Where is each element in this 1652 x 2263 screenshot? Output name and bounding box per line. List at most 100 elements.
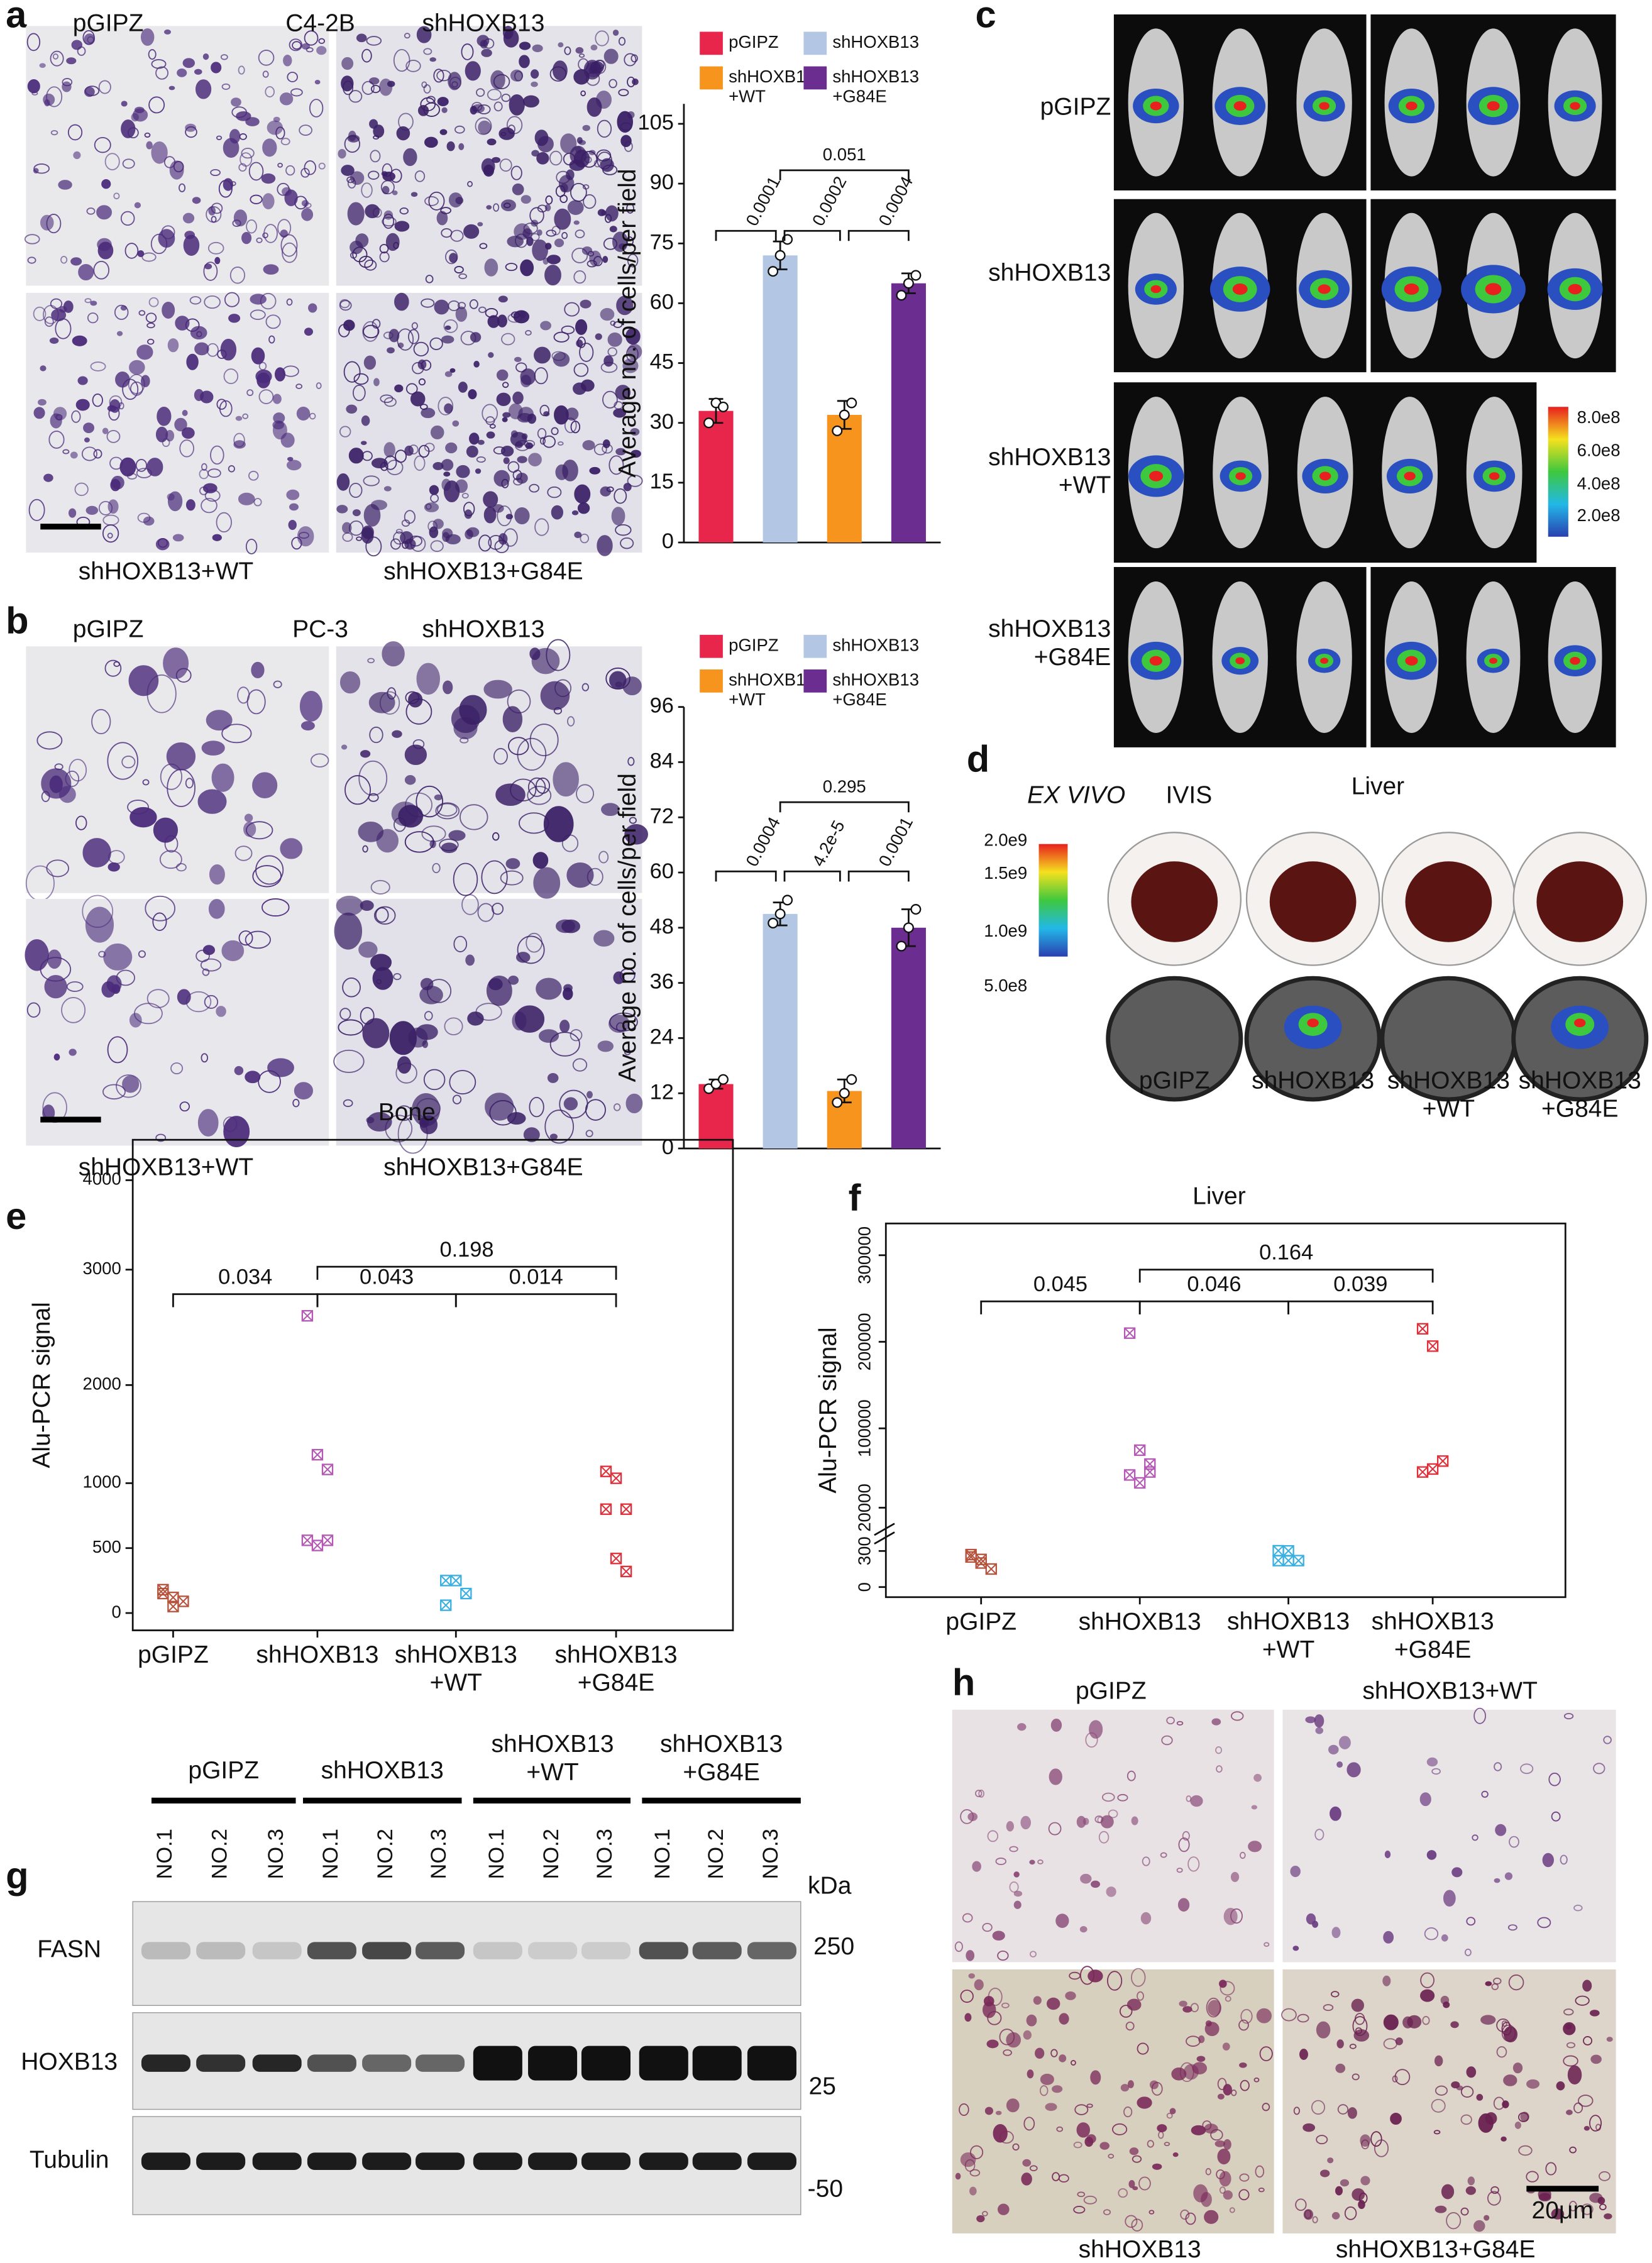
cell bbox=[414, 455, 426, 471]
cell bbox=[573, 363, 589, 377]
cell bbox=[211, 216, 217, 223]
data-point bbox=[703, 417, 715, 429]
cell bbox=[1434, 2085, 1448, 2096]
cell bbox=[537, 427, 547, 439]
cell bbox=[497, 505, 512, 527]
y-tick-label: 60 bbox=[650, 290, 674, 314]
cell bbox=[585, 1130, 593, 1138]
band bbox=[581, 2046, 631, 2081]
marker-box bbox=[1144, 1466, 1156, 1478]
cell bbox=[1292, 1946, 1299, 1951]
cell bbox=[152, 912, 167, 931]
mouse-image bbox=[1370, 14, 1616, 190]
band bbox=[639, 1942, 688, 1959]
cell bbox=[129, 807, 157, 828]
cell bbox=[201, 498, 218, 514]
band bbox=[307, 2054, 356, 2072]
y-tick-label: 72 bbox=[650, 804, 674, 828]
colorbar-label: 6.0e8 bbox=[1577, 441, 1621, 460]
data-point bbox=[782, 895, 793, 906]
marker-label: 25 bbox=[809, 2073, 836, 2100]
bracket bbox=[783, 870, 841, 882]
cell bbox=[382, 641, 405, 667]
cell bbox=[493, 203, 500, 212]
cell bbox=[166, 742, 196, 771]
marker-cross bbox=[167, 1600, 179, 1612]
cell bbox=[554, 238, 564, 248]
cell bbox=[204, 994, 219, 1009]
cell bbox=[519, 55, 530, 69]
cell bbox=[364, 259, 377, 271]
cell bbox=[65, 770, 80, 787]
cell bbox=[114, 304, 129, 320]
lane-label: NO.3 bbox=[264, 1829, 288, 1879]
cell bbox=[68, 508, 77, 518]
cell bbox=[551, 351, 566, 361]
cell bbox=[1190, 1795, 1203, 1807]
cell bbox=[209, 864, 225, 885]
cell bbox=[545, 195, 553, 205]
cell bbox=[454, 266, 464, 273]
band bbox=[362, 2054, 412, 2072]
cell bbox=[508, 976, 519, 985]
cell bbox=[1012, 2143, 1020, 2151]
liver bbox=[1536, 861, 1624, 942]
cell bbox=[1123, 2106, 1133, 2118]
cell bbox=[92, 394, 103, 407]
cell bbox=[613, 1103, 621, 1111]
cell bbox=[571, 510, 579, 515]
marker-cross bbox=[610, 1472, 622, 1484]
data-point bbox=[846, 397, 857, 409]
cell bbox=[1217, 2148, 1231, 2165]
cell bbox=[1079, 1926, 1088, 1933]
cell bbox=[200, 958, 222, 972]
signal-red bbox=[1233, 101, 1247, 111]
cell bbox=[434, 794, 443, 801]
cell bbox=[547, 1072, 559, 1083]
cell bbox=[508, 737, 529, 756]
cell bbox=[974, 1979, 984, 1991]
cell bbox=[459, 695, 487, 725]
cell bbox=[280, 234, 298, 257]
micrograph bbox=[26, 292, 329, 554]
data-point bbox=[832, 425, 843, 436]
cell bbox=[437, 803, 458, 817]
cell bbox=[562, 460, 578, 482]
cell bbox=[1426, 1757, 1438, 1767]
bar bbox=[763, 255, 798, 542]
cell bbox=[353, 384, 366, 402]
data-point bbox=[910, 904, 922, 915]
cell bbox=[212, 534, 222, 541]
cell bbox=[487, 138, 497, 146]
cell bbox=[1340, 2179, 1350, 2187]
cell bbox=[1023, 2117, 1035, 2131]
data-point bbox=[846, 1074, 857, 1085]
cell bbox=[1099, 2142, 1110, 2150]
cell bbox=[347, 202, 365, 226]
cell bbox=[155, 426, 168, 443]
cell bbox=[394, 221, 410, 232]
data-point bbox=[620, 1565, 632, 1578]
cell bbox=[265, 86, 275, 97]
cell bbox=[1217, 2093, 1225, 2100]
cell bbox=[976, 2215, 985, 2223]
cell bbox=[1331, 2211, 1340, 2220]
data-point bbox=[1437, 1455, 1449, 1467]
image-label: shHOXB13 bbox=[1079, 2236, 1201, 2263]
cell bbox=[146, 141, 153, 150]
cell bbox=[500, 132, 507, 136]
cell bbox=[162, 301, 175, 319]
cell bbox=[1501, 2020, 1507, 2027]
colorbar-label: 4.0e8 bbox=[1577, 473, 1621, 493]
cell bbox=[532, 852, 549, 869]
cell bbox=[1050, 1718, 1062, 1732]
cell bbox=[368, 170, 380, 180]
cell bbox=[1177, 1898, 1190, 1912]
lane-label: NO.1 bbox=[153, 1829, 177, 1879]
cell bbox=[404, 445, 414, 456]
cell bbox=[1253, 1773, 1262, 1782]
cell bbox=[46, 859, 69, 878]
cell bbox=[1573, 1904, 1583, 1912]
protein-label: Tubulin bbox=[30, 2147, 109, 2174]
